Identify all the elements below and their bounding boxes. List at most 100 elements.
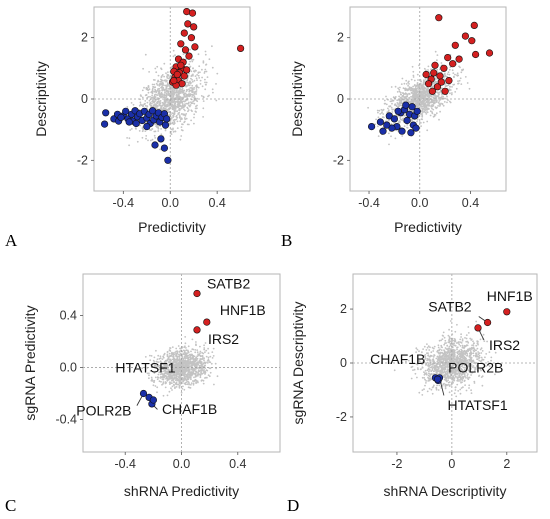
background-point [442,335,445,337]
background-point [154,364,157,367]
background-point [151,127,154,130]
background-point [165,92,168,95]
background-point [413,92,415,95]
background-point [204,351,206,354]
background-point [406,126,408,129]
background-point [177,368,180,370]
background-point [162,394,165,397]
background-point [416,82,419,84]
background-point [405,95,408,98]
background-point [172,369,175,372]
background-point [178,116,181,119]
background-point [183,370,186,372]
background-point [431,367,434,370]
background-point [138,104,141,107]
background-point [160,380,162,383]
background-point [429,110,432,113]
background-point [169,377,172,380]
background-point [175,386,178,388]
background-point [412,70,415,73]
background-point [418,350,420,353]
background-point [420,102,423,105]
background-point [385,95,387,98]
background-point [192,362,195,364]
background-point [423,371,425,373]
y-axis-title: Descriptivity [289,61,305,136]
background-point [148,374,150,377]
background-point [425,94,427,97]
background-point [475,355,477,358]
background-point [432,108,435,111]
background-point [438,96,440,99]
background-point [435,388,438,391]
data-point-red [445,76,453,85]
background-point [177,355,180,358]
data-point-blue [379,127,387,135]
data-point-red [181,46,190,54]
background-point [446,364,449,366]
background-point [163,364,166,366]
background-point [214,362,217,365]
background-point [175,379,177,381]
background-point [201,351,204,354]
background-point [430,363,432,366]
background-point [179,382,181,385]
background-point [200,358,202,361]
background-point [454,73,456,76]
background-point [423,67,426,70]
background-point [192,94,194,97]
background-point [455,395,458,398]
background-point [494,351,497,354]
background-point [193,116,195,119]
data-point-red [178,80,186,88]
background-point [416,73,419,76]
background-point [488,351,491,353]
background-point [443,101,446,103]
background-point [472,340,474,343]
background-point [426,390,429,393]
background-point [411,100,414,103]
background-point [205,81,208,84]
background-point [416,84,419,87]
background-point [150,376,153,379]
background-point [386,111,389,114]
background-point [185,373,188,376]
background-point [195,77,198,80]
background-point [158,89,161,92]
background-point [446,358,449,361]
background-point [480,347,483,350]
background-point [171,382,173,384]
background-point [186,361,189,364]
background-point [158,83,161,86]
data-point-blue [149,396,157,404]
background-point [451,380,454,382]
background-point [425,380,427,382]
background-point [189,60,192,63]
background-point [408,101,411,104]
background-point [182,53,185,55]
background-point [215,83,217,85]
background-point [413,90,415,93]
background-point [435,99,438,101]
background-point [467,332,470,334]
background-point [164,100,167,103]
background-point [161,376,164,379]
background-point [159,148,162,151]
background-point [191,96,194,98]
background-point [468,370,471,373]
background-point [167,103,169,106]
background-point [176,383,179,386]
background-point [146,96,149,99]
background-point [196,97,199,100]
background-point [473,350,476,353]
background-point [182,349,185,352]
background-point [204,377,206,379]
background-point [448,349,450,352]
background-point [466,82,469,84]
background-point [160,361,163,364]
background-point [197,74,200,77]
background-point [207,358,210,361]
background-point [177,370,180,373]
background-point [141,96,144,99]
